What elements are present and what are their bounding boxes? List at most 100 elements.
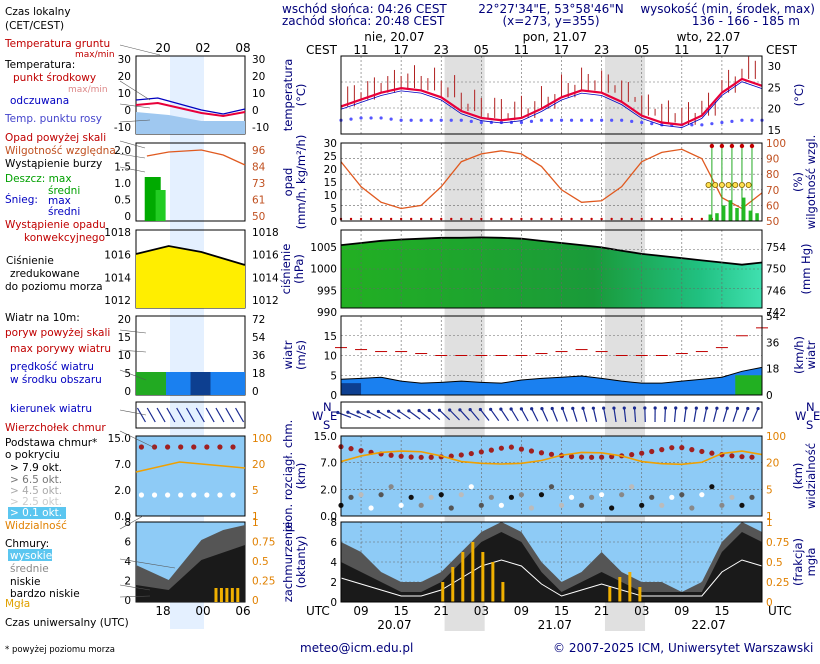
wind-dir-head: [530, 407, 533, 410]
y-tick: 0: [766, 390, 773, 402]
mini-wind-arrow: [236, 408, 244, 422]
cloud-top-dot: [519, 447, 524, 452]
mini-y-tick: 8: [124, 517, 131, 529]
fog-bar: [638, 587, 641, 602]
fog-bar: [628, 572, 631, 602]
mini-y-tick: 50: [252, 211, 265, 223]
wind-dir-head: [377, 410, 380, 413]
utc-tick: 03: [634, 604, 649, 618]
wind-dir-head: [633, 406, 636, 409]
wind-dir-head: [510, 407, 513, 410]
mini-y-tick: 72: [252, 314, 265, 326]
wind-dir-head: [367, 410, 370, 413]
wind-dir-arrow: [542, 409, 548, 422]
cloud-top-dot: [709, 451, 714, 456]
utc-tick: 03: [474, 604, 489, 618]
mini-fog-bar: [236, 588, 239, 602]
wind-dir-arrow: [491, 409, 499, 420]
fog-bar: [471, 542, 474, 602]
precip-above-dot: [730, 144, 734, 148]
wind-dir-arrow: [501, 409, 509, 421]
y-tick: 90: [766, 154, 779, 166]
cloud-axis-title: pion. rozciągł. chm.: [281, 420, 295, 533]
wind-dir-arrow: [593, 408, 596, 422]
y-tick: 746: [766, 285, 786, 297]
mini-y-tick: 1016: [252, 250, 279, 262]
legend-pressure: Ciśnienie: [6, 255, 54, 267]
footer-email[interactable]: meteo@icm.edu.pl: [300, 641, 413, 655]
y-tick: 0.25: [766, 577, 789, 589]
dew-point-dot: [640, 121, 643, 124]
y-tick: 25: [324, 151, 337, 163]
rain-bar: [735, 208, 739, 221]
wind-dir-head: [571, 407, 574, 410]
legend-ground-temp-sub: max/min: [75, 50, 115, 60]
precip-zero-dot: [360, 218, 362, 220]
storm-marker: [746, 182, 751, 187]
mini-y-tick: 1.0: [114, 178, 131, 190]
mini-y-tick: 1018: [104, 227, 131, 239]
date-label: 20.07: [377, 618, 411, 632]
wind-dir-arrow: [532, 409, 538, 422]
cloud-base-dot: [449, 505, 454, 510]
mini-y-tick: 18: [252, 368, 265, 380]
rain-bar: [755, 213, 759, 221]
cloud-base-dot: [689, 505, 694, 510]
precip-zero-dot: [570, 218, 572, 220]
fog-bar: [491, 562, 494, 602]
wind-dir-head: [438, 409, 441, 412]
cloud-base-dot: [479, 503, 484, 508]
precip-unit-title: (mm/h, kg/m²/h): [294, 135, 308, 230]
utc-label: UTC: [306, 604, 330, 618]
wind-dir-head: [695, 406, 698, 409]
cloud-base-dot: [459, 492, 464, 497]
cloud-top-dot: [739, 454, 744, 459]
mini-wind-arrow: [206, 408, 214, 422]
dew-point-dot: [460, 119, 463, 122]
precip-zero-dot: [510, 218, 512, 220]
mini-cloud-base-dot: [165, 492, 170, 497]
dew-point-dot: [600, 119, 603, 122]
cloud-base-dot: [749, 495, 754, 500]
mini-y-tick: 1016: [104, 250, 131, 262]
dew-point-dot: [620, 119, 623, 122]
mini-y-tick: 0: [252, 386, 259, 398]
mini-cloud-base-dot: [178, 492, 183, 497]
wind-dir-head: [602, 407, 605, 410]
precip-zero-dot: [701, 218, 703, 220]
wind-dir-head: [346, 411, 349, 414]
wind-dir-arrow: [753, 409, 758, 422]
mini-cloud-top-dot: [204, 444, 209, 449]
mini-cloud-base-dot: [139, 492, 144, 497]
wind-dir-head: [736, 407, 739, 410]
y-tick: 60: [766, 200, 779, 212]
wind-dir-arrow: [684, 408, 686, 422]
cloud-base-dot: [429, 495, 434, 500]
y-tick: 25: [768, 82, 781, 94]
wind-unit-title: (m/s): [294, 340, 308, 370]
wind-dir-head: [540, 407, 543, 410]
mini-y-tick: 73: [252, 178, 265, 190]
wind-dir-head: [592, 407, 595, 410]
wind-dir-head: [581, 407, 584, 410]
precip-zero-dot: [671, 218, 673, 220]
cloud-base-dot: [399, 503, 404, 508]
cloud-top-dot: [469, 451, 474, 456]
y-tick: 15: [768, 125, 781, 137]
storm-marker: [706, 182, 711, 187]
y-tick: 0.75: [766, 537, 789, 549]
cloud-base-dot: [499, 503, 504, 508]
cloud-base-dot: [419, 503, 424, 508]
mini-top-tick: 20: [155, 41, 170, 55]
cloud-base-dot: [358, 492, 363, 497]
cest-label-right: CEST: [766, 43, 798, 57]
legend-time-local: Czas lokalny: [5, 6, 71, 18]
mini-cloud-top-dot: [139, 444, 144, 449]
wind-dir-head: [612, 406, 615, 409]
mini-wind-arrow: [216, 408, 224, 422]
header: wschód słońca: 04:26 CEST zachód słońca:…: [282, 2, 815, 28]
cloud-top-dot: [649, 449, 654, 454]
wind-dir-arrow: [714, 408, 717, 422]
mini-y-tick: 10: [252, 88, 265, 100]
